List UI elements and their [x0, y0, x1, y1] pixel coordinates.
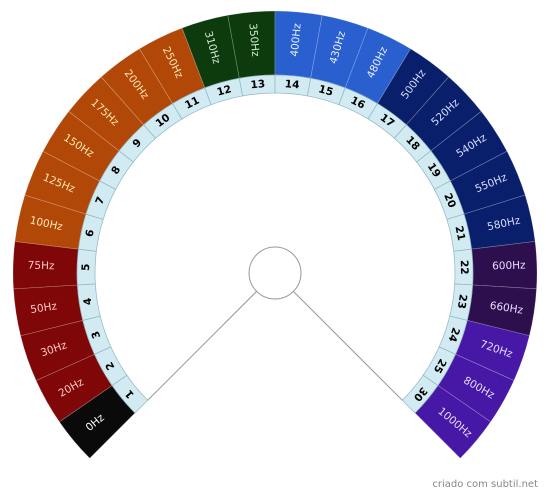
pointer-line-right	[293, 291, 403, 401]
segment-number: 22	[458, 260, 470, 275]
center-circle	[248, 246, 302, 300]
segment-number: 4	[82, 297, 95, 306]
pointer-line-left	[147, 291, 257, 401]
segment-number: 13	[250, 78, 266, 91]
frequency-label: 600Hz	[492, 259, 526, 272]
segment-number: 15	[317, 83, 334, 98]
segment-number: 16	[349, 94, 367, 111]
frequency-label: 660Hz	[489, 300, 524, 317]
segment-number: 11	[183, 94, 201, 111]
segment-number: 23	[455, 293, 469, 309]
frequency-label: 400Hz	[289, 22, 304, 57]
frequency-label: 350Hz	[246, 23, 261, 58]
segment-number: 5	[80, 263, 92, 271]
center-pointer	[147, 246, 403, 401]
frequency-label: 75Hz	[28, 260, 56, 273]
segment-number: 21	[452, 225, 467, 242]
frequency-segments: 0Hz20Hz30Hz50Hz75Hz100Hz125Hz150Hz175Hz2…	[12, 10, 538, 459]
segment-number: 7	[93, 195, 107, 206]
segment-number: 6	[84, 228, 97, 238]
segment-number: 20	[441, 192, 458, 210]
segment-number: 14	[284, 78, 300, 91]
segment-number: 3	[89, 329, 103, 340]
frequency-label: 50Hz	[30, 300, 59, 316]
credit-text: criado com subtil.net	[432, 479, 538, 490]
segment-number: 12	[216, 83, 233, 98]
segment-number: 24	[446, 326, 462, 344]
